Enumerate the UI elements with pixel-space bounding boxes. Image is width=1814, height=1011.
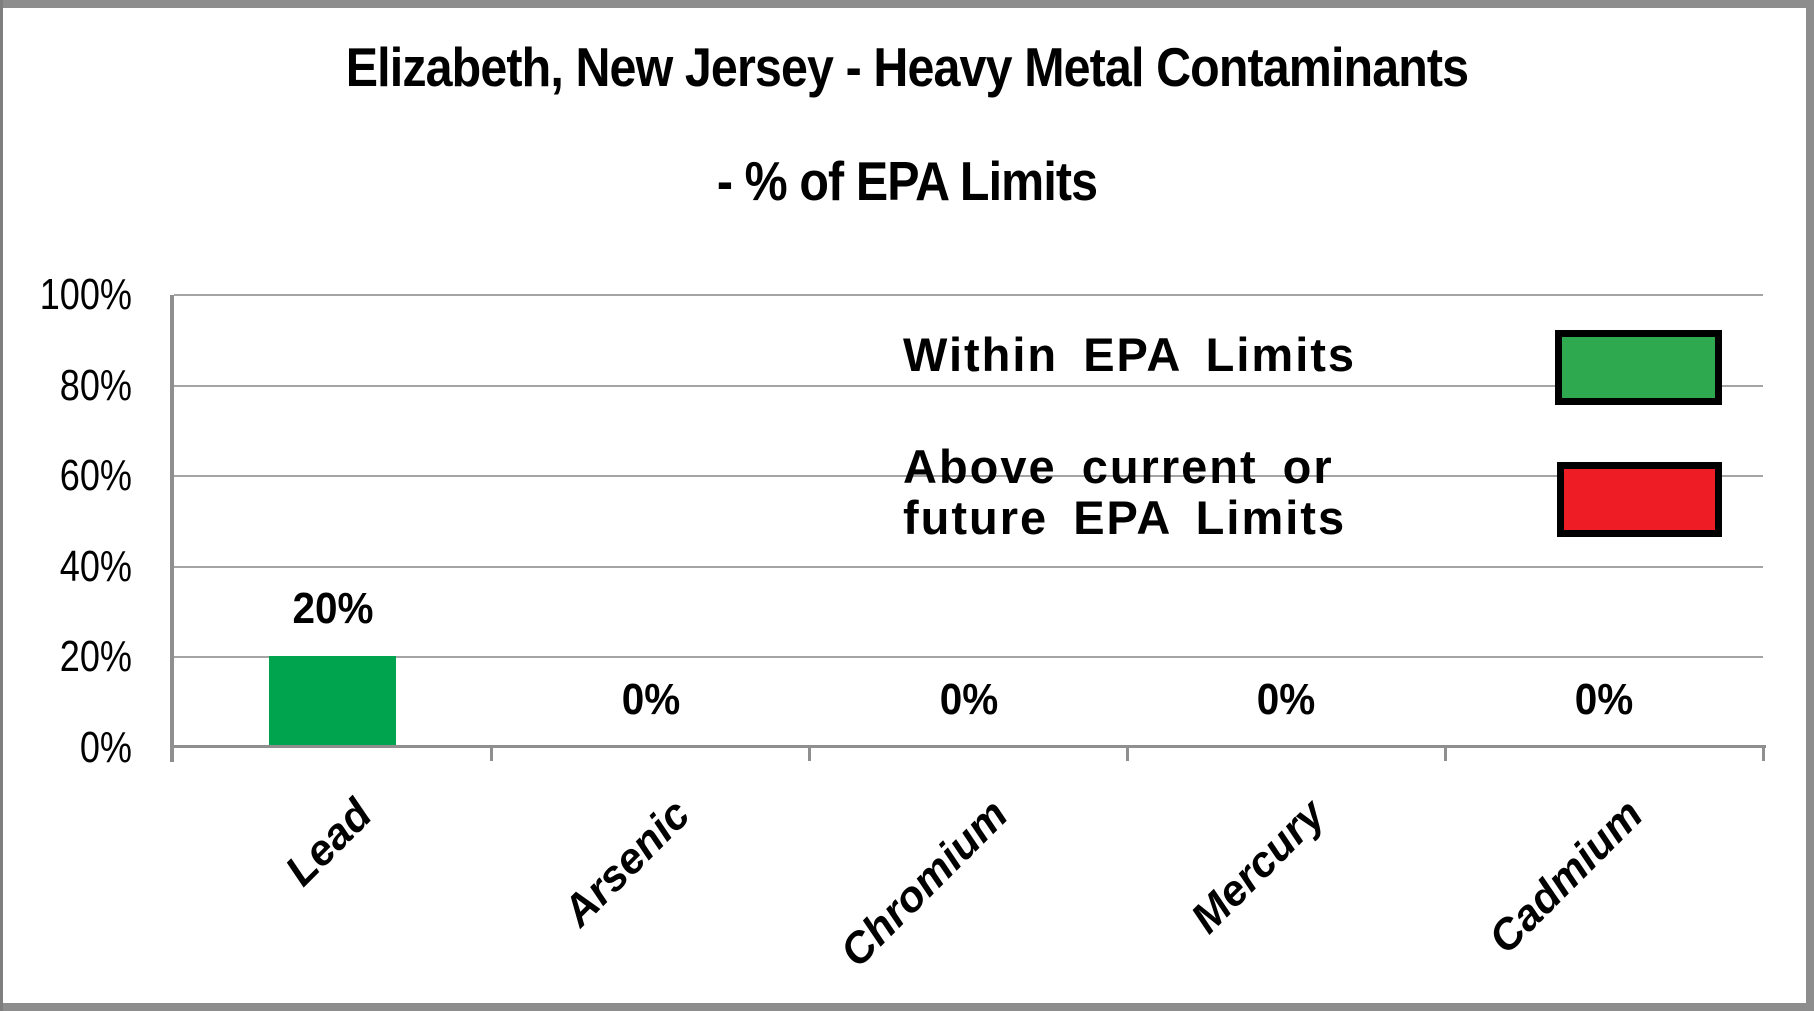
gridline-40 [174,565,1763,568]
x-category-label-lead: Lead [276,790,382,896]
y-tick-label-80: 80% [59,360,132,410]
x-category-label-cadmium: Cadmium [1479,790,1653,963]
x-category-label-chromium: Chromium [830,790,1017,977]
value-label-chromium: 0% [939,675,998,724]
frame-border-right [1806,0,1814,1011]
gridline-100 [174,294,1763,296]
y-tick-label-20: 20% [59,632,132,682]
value-label-cadmium: 0% [1574,675,1634,724]
y-axis-line [170,295,174,762]
legend-swatch-above-epa-limits [1557,462,1722,537]
legend-swatch-within-epa-limits [1555,330,1722,405]
x-axis-tick [1125,748,1129,761]
plot-area: 20% 0% 0% 0% 0% [170,294,1766,762]
x-axis-tick [490,748,494,761]
frame-border-left [0,0,3,1011]
x-axis-tick [808,748,812,761]
x-category-label-arsenic: Arsenic [553,790,699,936]
y-tick-label-40: 40% [59,541,132,591]
y-tick-label-60: 60% [59,451,132,501]
x-category-label-mercury: Mercury [1182,790,1335,943]
value-label-lead: 20% [292,584,374,634]
x-axis-tick [1443,748,1447,761]
x-axis-line [170,745,1766,748]
legend-label-above-epa-limits: Above current or future EPA Limits [903,441,1346,543]
chart-title: Elizabeth, New Jersey - Heavy Metal Cont… [345,36,1469,98]
bar-lead [269,656,397,745]
y-tick-label-100: 100% [39,270,132,319]
y-tick-label-0: 0% [79,723,132,772]
gridline-80 [174,384,1763,387]
frame-border-top [0,0,1814,8]
legend-label-above-line-1: Above current or [903,440,1334,493]
value-label-mercury: 0% [1257,675,1316,724]
gridline-20 [174,656,1763,659]
legend-label-within-epa-limits: Within EPA Limits [903,328,1357,381]
legend-label-above-line-2: future EPA Limits [903,491,1347,544]
gridline-60 [174,475,1763,478]
x-axis-tick [1761,748,1765,761]
frame-border-bottom [0,1003,1814,1011]
value-label-arsenic: 0% [621,675,680,724]
chart-subtitle: - % of EPA Limits [716,150,1098,212]
